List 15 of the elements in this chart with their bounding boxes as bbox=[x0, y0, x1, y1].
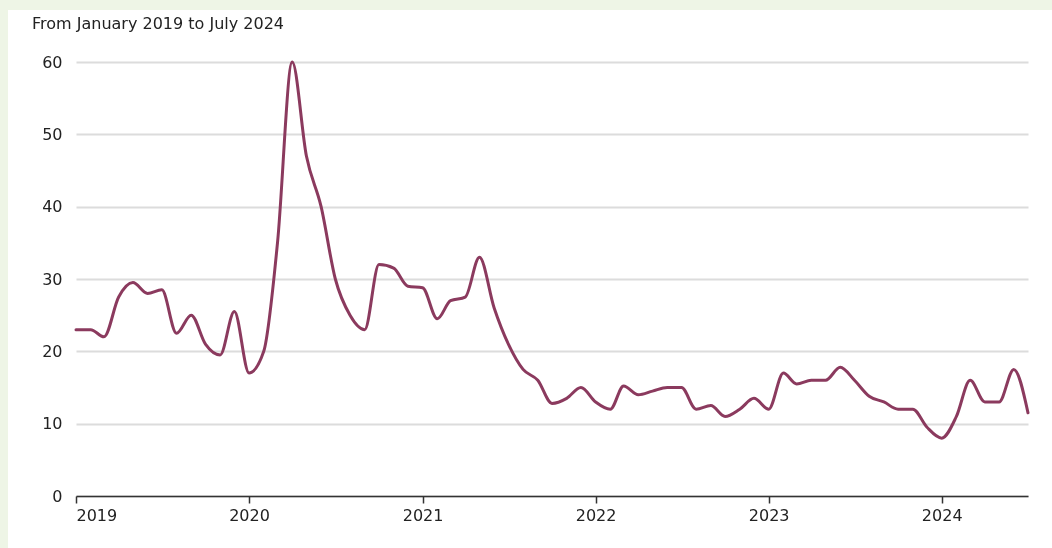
y-tick-label: 30 bbox=[42, 269, 63, 289]
y-tick-label: 20 bbox=[42, 341, 63, 361]
x-tick-label: 2021 bbox=[402, 505, 444, 525]
y-tick-label: 50 bbox=[42, 124, 63, 144]
y-tick-label: 60 bbox=[42, 52, 63, 72]
y-tick-label: 0 bbox=[52, 486, 63, 506]
x-tick-label: 2022 bbox=[575, 505, 617, 525]
chart-title: From January 2019 to July 2024 bbox=[32, 14, 284, 33]
x-tick-label: 2024 bbox=[921, 505, 963, 525]
y-tick-label: 10 bbox=[42, 414, 63, 434]
line-series bbox=[74, 60, 1030, 440]
x-tick-label: 2020 bbox=[229, 505, 270, 525]
x-tick-label: 2019 bbox=[76, 505, 118, 525]
y-tick-label: 40 bbox=[42, 197, 63, 217]
x-tick-label: 2023 bbox=[748, 505, 790, 525]
